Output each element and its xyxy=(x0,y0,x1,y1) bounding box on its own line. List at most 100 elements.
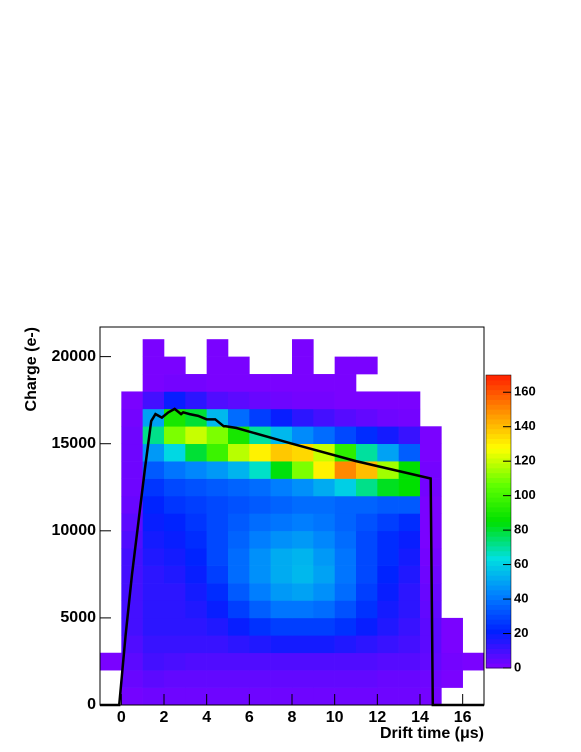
heatmap-cell xyxy=(292,635,314,654)
heatmap-cell xyxy=(164,565,186,584)
heatmap-cell xyxy=(292,670,314,688)
colorbar-tick-label: 140 xyxy=(514,418,536,433)
heatmap-cell xyxy=(228,495,250,514)
colorbar-tick-label: 100 xyxy=(514,487,536,502)
heatmap-cell xyxy=(292,356,314,375)
y-tick-label: 20000 xyxy=(52,348,97,365)
heatmap-cell xyxy=(292,652,314,671)
heatmap-cell xyxy=(249,530,271,549)
heatmap-cell xyxy=(377,426,399,445)
colorbar-step xyxy=(486,516,511,522)
heatmap-cell xyxy=(313,600,335,619)
colorbar-step xyxy=(486,487,511,493)
colorbar-step xyxy=(486,663,511,669)
heatmap-cell xyxy=(356,408,378,427)
heatmap-cell xyxy=(377,652,399,671)
heatmap-cell xyxy=(292,600,314,619)
heatmap-cell xyxy=(206,495,229,514)
heatmap-cell xyxy=(377,583,399,601)
colorbar-step xyxy=(486,545,511,552)
heatmap-cell xyxy=(142,583,165,601)
heatmap-cell xyxy=(164,391,186,410)
heatmap-cell xyxy=(292,583,314,601)
heatmap-cell xyxy=(142,356,165,375)
x-tick-label: 8 xyxy=(288,709,297,726)
heatmap-cell xyxy=(228,391,250,410)
heatmap-cell xyxy=(164,583,186,601)
x-tick-label: 10 xyxy=(326,709,344,726)
heatmap-cell xyxy=(313,635,335,654)
heatmap-cell xyxy=(356,495,378,514)
heatmap-cell xyxy=(228,670,250,688)
colorbar-step xyxy=(486,541,511,547)
heatmap-cell xyxy=(420,670,442,688)
heatmap-cell xyxy=(398,513,421,532)
heatmap-cell xyxy=(142,530,165,549)
heatmap-cell xyxy=(292,374,314,392)
heatmap-cell xyxy=(377,565,399,584)
heatmap-cell xyxy=(142,635,165,654)
heatmap-cell xyxy=(206,565,229,584)
heatmap-cell xyxy=(334,356,357,375)
colorbar-step xyxy=(486,448,511,454)
colorbar-step xyxy=(486,497,511,503)
colorbar-step xyxy=(486,458,511,464)
colorbar-step xyxy=(486,511,511,518)
heatmap-cell xyxy=(185,687,207,705)
colorbar-step xyxy=(486,433,511,439)
heatmap-cell xyxy=(121,391,143,410)
colorbar-step xyxy=(486,589,511,596)
heatmap-cell xyxy=(142,495,165,514)
colorbar-tick-label: 0 xyxy=(514,659,521,674)
heatmap-cell xyxy=(292,461,314,479)
heatmap-cell xyxy=(270,495,293,514)
heatmap-cell xyxy=(228,652,250,671)
heatmap-cell xyxy=(206,670,229,688)
heatmap-cell xyxy=(142,548,165,566)
heatmap-cell xyxy=(398,687,421,705)
heatmap-cell xyxy=(292,565,314,584)
heatmap-cell xyxy=(398,391,421,410)
heatmap-cell xyxy=(228,356,250,375)
heatmap-cell xyxy=(249,513,271,532)
heatmap-cell xyxy=(441,670,463,688)
heatmap-cell xyxy=(206,478,229,497)
heatmap-cell xyxy=(292,339,314,357)
heatmap-cell xyxy=(206,617,229,636)
heatmap-cell xyxy=(377,513,399,532)
colorbar-step xyxy=(486,599,511,606)
heatmap-cell xyxy=(313,461,335,479)
colorbar-step xyxy=(486,560,511,566)
plot-frame xyxy=(99,326,485,706)
colorbar-tick-label: 160 xyxy=(514,384,536,399)
heatmap-cell xyxy=(313,565,335,584)
colorbar-step xyxy=(486,614,511,620)
heatmap-cell xyxy=(142,461,165,479)
colorbar-step xyxy=(486,536,511,542)
heatmap-cell xyxy=(334,583,357,601)
heatmap-cell xyxy=(228,374,250,392)
colorbar-step xyxy=(486,379,511,386)
heatmap-cell xyxy=(334,670,357,688)
colorbar-tick-label: 20 xyxy=(514,625,528,640)
heatmap-cell xyxy=(377,408,399,427)
heatmap-cell xyxy=(142,670,165,688)
x-tick-label: 12 xyxy=(368,709,386,726)
heatmap-cell xyxy=(228,513,250,532)
heatmap-cell xyxy=(334,495,357,514)
heatmap-cell xyxy=(270,478,293,497)
heatmap-cell xyxy=(185,495,207,514)
heatmap-cell xyxy=(206,600,229,619)
heatmap-cell xyxy=(334,408,357,427)
heatmap-cell xyxy=(206,583,229,601)
heatmap-cell xyxy=(313,670,335,688)
heatmap-cell xyxy=(398,426,421,445)
heatmap-cell xyxy=(206,391,229,410)
colorbar-step xyxy=(486,604,511,610)
heatmap-cell xyxy=(398,617,421,636)
heatmap-cell xyxy=(270,391,293,410)
heatmap-cell xyxy=(142,374,165,392)
colorbar-tick-label: 80 xyxy=(514,522,528,537)
heatmap-cell xyxy=(249,687,271,705)
